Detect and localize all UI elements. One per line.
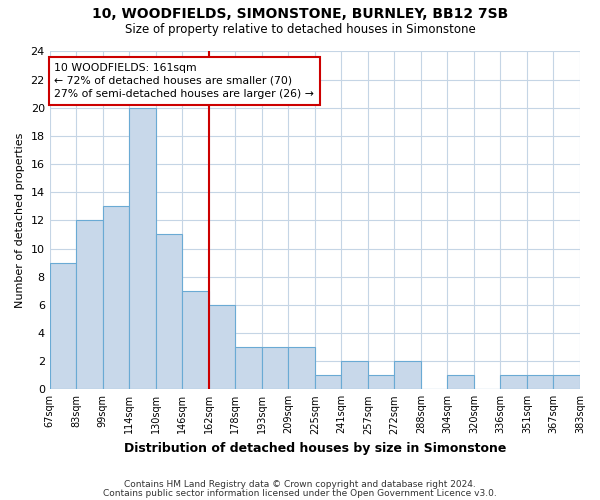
Bar xyxy=(182,291,209,390)
Bar xyxy=(448,375,474,390)
Text: Contains public sector information licensed under the Open Government Licence v3: Contains public sector information licen… xyxy=(103,488,497,498)
Bar xyxy=(341,361,368,390)
Bar xyxy=(289,347,315,390)
Bar xyxy=(209,305,235,390)
Bar xyxy=(315,375,341,390)
Bar xyxy=(394,361,421,390)
Bar xyxy=(156,234,182,390)
Bar xyxy=(103,206,129,390)
Y-axis label: Number of detached properties: Number of detached properties xyxy=(15,132,25,308)
Text: 10 WOODFIELDS: 161sqm
← 72% of detached houses are smaller (70)
27% of semi-deta: 10 WOODFIELDS: 161sqm ← 72% of detached … xyxy=(55,63,314,99)
Bar xyxy=(129,108,156,390)
Bar xyxy=(368,375,394,390)
Bar xyxy=(262,347,289,390)
X-axis label: Distribution of detached houses by size in Simonstone: Distribution of detached houses by size … xyxy=(124,442,506,455)
Bar xyxy=(235,347,262,390)
Bar xyxy=(76,220,103,390)
Text: Size of property relative to detached houses in Simonstone: Size of property relative to detached ho… xyxy=(125,22,475,36)
Bar xyxy=(527,375,553,390)
Text: 10, WOODFIELDS, SIMONSTONE, BURNLEY, BB12 7SB: 10, WOODFIELDS, SIMONSTONE, BURNLEY, BB1… xyxy=(92,8,508,22)
Bar xyxy=(500,375,527,390)
Bar xyxy=(553,375,580,390)
Bar xyxy=(50,262,76,390)
Text: Contains HM Land Registry data © Crown copyright and database right 2024.: Contains HM Land Registry data © Crown c… xyxy=(124,480,476,489)
